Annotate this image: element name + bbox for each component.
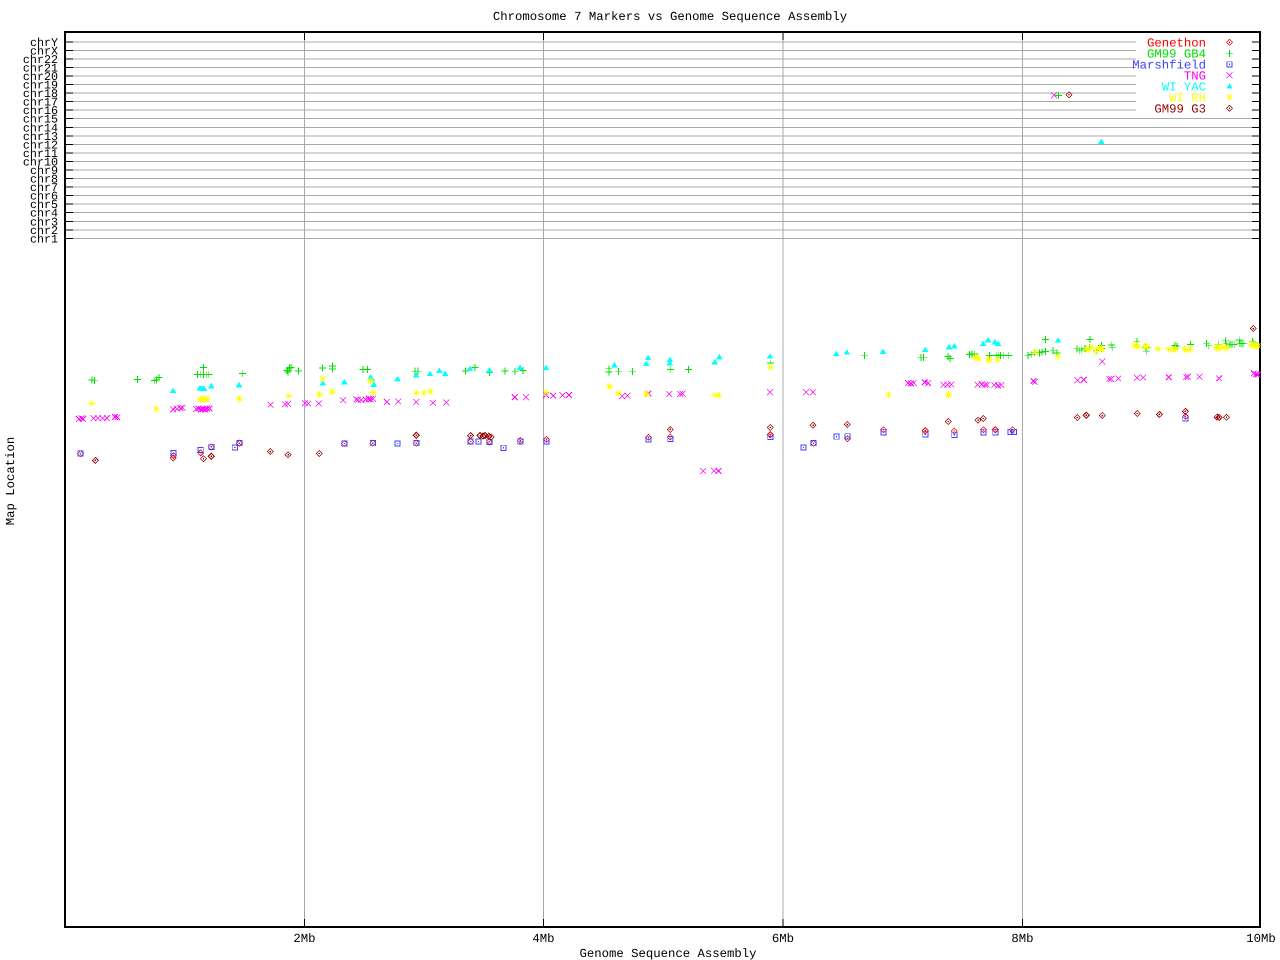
svg-text:chr10: chr10 (23, 155, 58, 169)
svg-text:chr13: chr13 (23, 130, 58, 144)
svg-text:chrX: chrX (30, 44, 58, 58)
svg-text:chr15: chr15 (23, 113, 58, 127)
svg-text:chr7: chr7 (30, 181, 58, 195)
svg-text:chrY: chrY (30, 36, 58, 50)
svg-text:Map Location: Map Location (4, 437, 18, 526)
svg-text:Chromosome 7 Markers vs Genome: Chromosome 7 Markers vs Genome Sequence … (493, 10, 847, 24)
svg-text:10Mb: 10Mb (1246, 932, 1276, 946)
svg-text:chr8: chr8 (30, 173, 58, 187)
svg-text:8Mb: 8Mb (1011, 932, 1033, 946)
svg-text:chr5: chr5 (30, 198, 58, 212)
svg-text:Marshfield: Marshfield (1132, 58, 1206, 72)
svg-text:chr22: chr22 (23, 53, 58, 67)
svg-text:chr20: chr20 (23, 70, 58, 84)
svg-text:chr3: chr3 (30, 215, 58, 229)
svg-text:GM99 G3: GM99 G3 (1154, 102, 1206, 116)
svg-text:chr12: chr12 (23, 138, 58, 152)
svg-text:chr6: chr6 (30, 190, 58, 204)
svg-text:Genethon: Genethon (1147, 36, 1206, 50)
svg-text:chr4: chr4 (30, 207, 58, 221)
svg-text:chr1: chr1 (30, 232, 58, 246)
svg-text:6Mb: 6Mb (772, 932, 794, 946)
svg-text:chr17: chr17 (23, 96, 58, 110)
svg-text:2Mb: 2Mb (293, 932, 315, 946)
svg-text:chr21: chr21 (23, 61, 58, 75)
svg-text:WI YAC: WI YAC (1162, 80, 1206, 94)
svg-text:chr19: chr19 (23, 79, 58, 93)
svg-text:chr14: chr14 (23, 121, 58, 135)
svg-text:chr11: chr11 (23, 147, 58, 161)
svg-text:TNG: TNG (1184, 69, 1206, 83)
svg-text:chr18: chr18 (23, 87, 58, 101)
svg-text:chr9: chr9 (30, 164, 58, 178)
svg-text:chr2: chr2 (30, 224, 58, 238)
svg-text:Genome Sequence Assembly: Genome Sequence Assembly (579, 947, 756, 960)
svg-text:4Mb: 4Mb (532, 932, 554, 946)
svg-text:WI RH: WI RH (1169, 91, 1206, 105)
svg-text:chr16: chr16 (23, 104, 58, 118)
svg-text:GM99 GB4: GM99 GB4 (1147, 47, 1206, 61)
